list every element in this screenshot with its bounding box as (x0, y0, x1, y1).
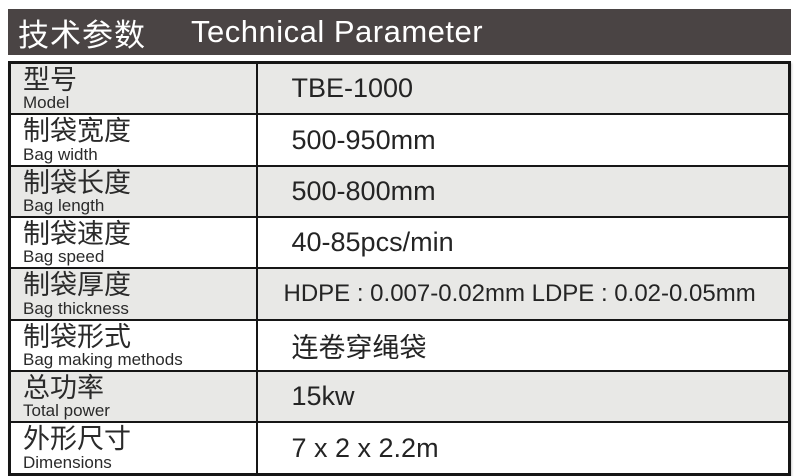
param-label-zh: 外形尺寸 (23, 424, 131, 455)
param-value: HDPE : 0.007-0.02mm LDPE : 0.02-0.05mm (255, 267, 791, 321)
param-label-zh: 制袋速度 (23, 219, 131, 250)
param-value: 500-800mm (255, 164, 791, 219)
param-value: 40-85pcs/min (255, 216, 791, 270)
param-label-zh: 制袋长度 (23, 167, 131, 198)
param-label-en: Bag width (23, 144, 98, 164)
param-label-en: Bag length (23, 196, 105, 216)
technical-parameter-table: 型号 Model TBE-1000 制袋宽度 Bag width 500-950… (8, 61, 791, 476)
table-row-model: 型号 Model TBE-1000 (8, 61, 791, 116)
param-label-cell: 总功率 Total power (8, 370, 258, 424)
param-value: 连卷穿绳袋 (255, 318, 791, 373)
param-value: 500-950mm (255, 113, 791, 167)
section-title-english: Technical Parameter (191, 14, 484, 49)
param-value: 7 x 2 x 2.2m (255, 421, 791, 476)
param-label-en: Bag making methods (23, 350, 183, 370)
param-label-cell: 制袋形式 Bag making methods (8, 318, 258, 373)
param-label-en: Model (23, 93, 70, 113)
table-row-dimensions: 外形尺寸 Dimensions 7 x 2 x 2.2m (8, 421, 791, 476)
param-label-cell: 型号 Model (8, 61, 258, 116)
table-row-total-power: 总功率 Total power 15kw (8, 370, 791, 424)
param-label-en: Dimensions (23, 452, 112, 472)
param-label-cell: 制袋长度 Bag length (8, 164, 258, 219)
param-label-zh: 制袋形式 (23, 321, 131, 352)
param-label-zh: 型号 (23, 65, 77, 95)
param-value: 15kw (255, 370, 791, 424)
param-label-en: Bag thickness (23, 298, 129, 318)
param-label-zh: 制袋宽度 (23, 116, 131, 147)
param-label-en: Bag speed (23, 247, 105, 267)
param-label-zh: 总功率 (23, 373, 104, 404)
param-label-cell: 制袋厚度 Bag thickness (8, 267, 258, 321)
param-label-cell: 制袋宽度 Bag width (8, 113, 258, 167)
param-label-en: Total power (23, 401, 110, 421)
table-row-bag-speed: 制袋速度 Bag speed 40-85pcs/min (8, 216, 791, 270)
section-title-bar: 技术参数 Technical Parameter (8, 9, 791, 55)
table-row-bag-thickness: 制袋厚度 Bag thickness HDPE : 0.007-0.02mm L… (8, 267, 791, 321)
table-row-bag-width: 制袋宽度 Bag width 500-950mm (8, 113, 791, 167)
param-label-cell: 制袋速度 Bag speed (8, 216, 258, 270)
param-value: TBE-1000 (255, 61, 791, 116)
page: 技术参数 Technical Parameter 型号 Model TBE-10… (8, 9, 791, 476)
table-row-bag-length: 制袋长度 Bag length 500-800mm (8, 164, 791, 219)
param-label-cell: 外形尺寸 Dimensions (8, 421, 258, 476)
table-row-bag-making-methods: 制袋形式 Bag making methods 连卷穿绳袋 (8, 318, 791, 373)
param-label-zh: 制袋厚度 (23, 270, 131, 301)
section-title-chinese: 技术参数 (18, 17, 146, 53)
